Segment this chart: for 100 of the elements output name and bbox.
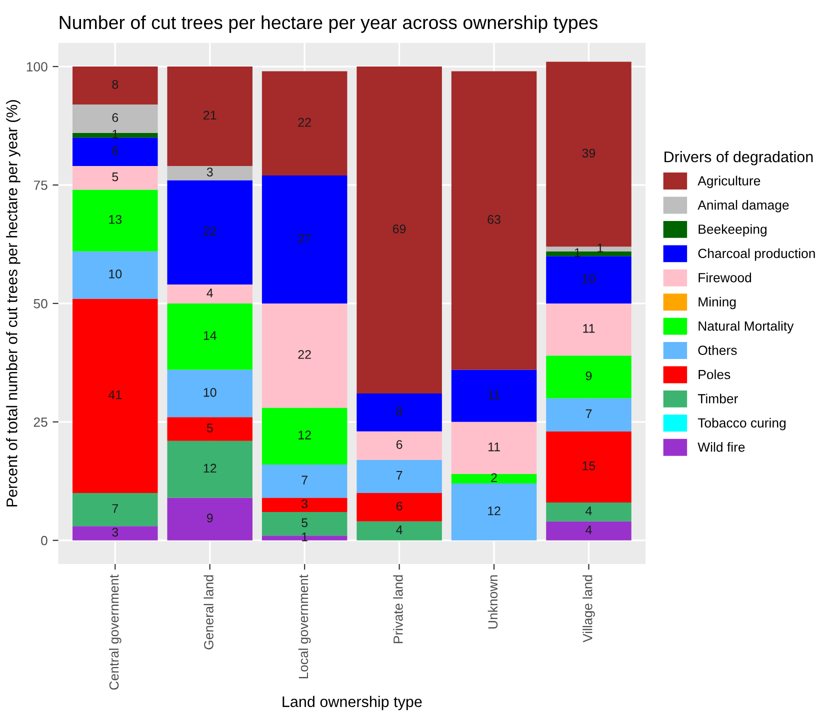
data-label: 10 [204,388,216,397]
data-label: 8 [396,406,402,416]
data-label: 5 [112,172,118,182]
data-label: 7 [112,504,118,513]
bar [262,408,348,465]
bar [356,66,442,394]
bar [262,464,348,498]
x-tick-label: General land [204,575,214,650]
data-label: 11 [488,442,500,452]
bar [546,303,632,356]
bar [72,66,158,104]
x-tick-label: Unknown [488,575,498,628]
y-tick-label: 75 [34,180,48,190]
bar [167,180,252,284]
bar [451,370,537,422]
bar [546,502,632,522]
y-tick-label: 50 [34,299,48,308]
data-label: 39 [582,148,596,158]
bar [167,498,252,540]
data-label: 6 [112,113,118,122]
legend-label: Firewood [698,272,752,282]
bar [72,526,158,540]
legend-label: Tobacco curing [698,418,786,430]
legend-label: Animal damage [698,200,789,212]
data-label: 7 [396,471,402,480]
bar [356,393,442,432]
data-label: 4 [396,526,402,534]
x-axis-title: Land ownership type [282,696,422,710]
bar [451,71,537,370]
data-label: 12 [298,430,311,440]
bar [262,176,348,304]
data-label: 6 [396,440,402,449]
data-label: 11 [583,324,595,333]
data-label: 4 [586,526,592,534]
legend-label: Charcoal production [698,248,815,261]
bar [167,284,252,304]
bar [546,431,632,502]
data-label: 5 [206,424,213,432]
legend-label: Others [698,345,737,355]
data-label: 8 [112,80,118,89]
bar [546,356,632,398]
legend-label: Wild fire [698,442,745,452]
bar [546,398,632,432]
data-label: 4 [206,288,213,298]
bar [451,474,537,484]
bar [167,166,252,180]
bar [72,251,158,299]
data-label: 9 [206,514,213,522]
legend-label: Poles [698,369,730,380]
data-label: 3 [112,528,118,537]
bar [167,370,252,418]
data-label: 7 [586,409,592,418]
bar [167,440,252,498]
data-label: 15 [582,462,596,470]
data-label: 10 [109,270,122,278]
legend-label: Timber [698,394,738,404]
bar [451,484,537,540]
data-label: 11 [488,390,500,400]
data-label: 2 [491,473,497,482]
data-label: 22 [298,118,311,127]
data-label: 3 [302,499,308,508]
data-label: 3 [206,168,213,176]
data-label: 69 [392,224,406,234]
legend-title: Drivers of degradation [664,151,813,166]
legend-label: Agriculture [698,176,760,188]
bar [546,521,632,540]
legend-label: Natural Mortality [698,321,794,334]
legend-label: Mining [698,296,736,310]
x-tick-label: Private land [393,575,403,644]
data-label: 4 [586,506,592,516]
y-tick-label: 100 [26,62,48,72]
data-label: 7 [302,476,308,484]
bar [262,498,348,512]
bar [356,460,442,493]
data-label: 63 [488,215,500,224]
data-label: 5 [302,518,308,528]
data-label: 10 [582,274,596,284]
data-label: 13 [109,215,122,224]
bar [262,303,348,408]
data-label: 6 [112,146,118,156]
chart-title: Number of cut trees per hectare per year across ownership types [60,15,598,33]
legend-label: Beekeeping [698,224,766,237]
x-tick-label: Local government [298,574,311,678]
bar [72,492,158,526]
bar [167,303,252,370]
x-tick-label: Village land [582,575,595,642]
data-label: 41 [108,390,122,400]
bar [451,422,537,474]
data-label: 12 [488,506,500,516]
data-label: 9 [586,371,592,380]
x-tick-label: Central government [108,574,122,690]
bar [262,71,348,176]
bar [167,66,252,166]
bar [72,166,158,190]
data-label: 14 [204,331,216,340]
data-label: 22 [204,226,216,236]
data-label: 12 [204,464,216,473]
data-label: 22 [298,350,311,359]
data-label: 6 [396,502,402,511]
bar [356,492,442,522]
